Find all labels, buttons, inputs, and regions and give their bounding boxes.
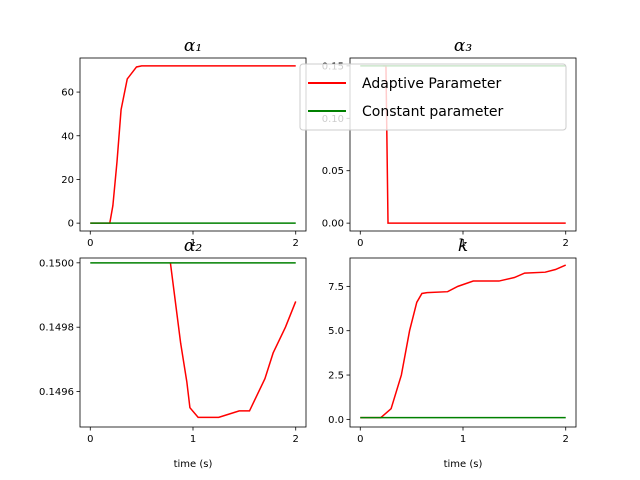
x-tick-label: 2	[293, 238, 299, 249]
legend-label: Adaptive Parameter	[362, 76, 501, 92]
x-tick-label: 1	[460, 434, 466, 445]
subplot-grid: 0120204060α₁0120.000.050.100.15α₃0120.14…	[39, 36, 577, 470]
y-tick-label: 0.1500	[39, 258, 74, 269]
y-tick-label: 0.1498	[39, 323, 74, 334]
subplot-title: k	[458, 236, 468, 256]
x-tick-label: 0	[357, 238, 363, 249]
x-axis-label: time (s)	[174, 459, 213, 470]
y-tick-label: 20	[61, 175, 74, 186]
subplot-4: 0 1 2 0.0 2.5 5.0 7.5 k time (s)	[328, 236, 577, 470]
subplot-3: 0 1 2 0.1496 0.1498 0.1500 α₂ time (s)	[39, 236, 307, 470]
subplot-title: α₁	[184, 36, 202, 56]
x-tick-label: 1	[190, 238, 196, 249]
x-tick-label: 1	[460, 238, 466, 249]
legend-label: Constant parameter	[362, 104, 504, 120]
y-tick-label: 40	[61, 131, 74, 142]
x-tick-label: 0	[357, 434, 363, 445]
x-tick-label: 1	[190, 434, 196, 445]
y-tick-label: 0.1496	[39, 387, 74, 398]
x-tick-label: 0	[87, 434, 93, 445]
x-tick-label: 0	[87, 238, 93, 249]
series-line-adaptive-parameter	[360, 264, 567, 419]
axes-frame	[79, 257, 307, 428]
series-line-adaptive-parameter	[169, 262, 297, 419]
y-tick-label: 0.00	[322, 219, 344, 230]
legend: Adaptive Parameter Constant parameter	[299, 63, 567, 131]
y-tick-label: 0.05	[322, 166, 344, 177]
legend-box	[299, 63, 567, 131]
x-axis-label: time (s)	[444, 459, 483, 470]
y-tick-label: 7.5	[328, 282, 344, 293]
y-tick-label: 0	[68, 219, 74, 230]
axes-frame	[79, 57, 307, 232]
series-line-adaptive-parameter	[90, 65, 296, 224]
x-tick-label: 2	[563, 434, 569, 445]
y-tick-label: 0.0	[328, 415, 344, 426]
x-tick-label: 2	[293, 434, 299, 445]
subplot-title: α₂	[184, 236, 202, 256]
subplot-title: α₃	[454, 36, 472, 56]
y-tick-label: 2.5	[328, 371, 344, 382]
x-tick-label: 2	[563, 238, 569, 249]
axes-frame	[349, 257, 577, 428]
y-tick-label: 60	[61, 88, 74, 99]
y-tick-label: 5.0	[328, 326, 344, 337]
